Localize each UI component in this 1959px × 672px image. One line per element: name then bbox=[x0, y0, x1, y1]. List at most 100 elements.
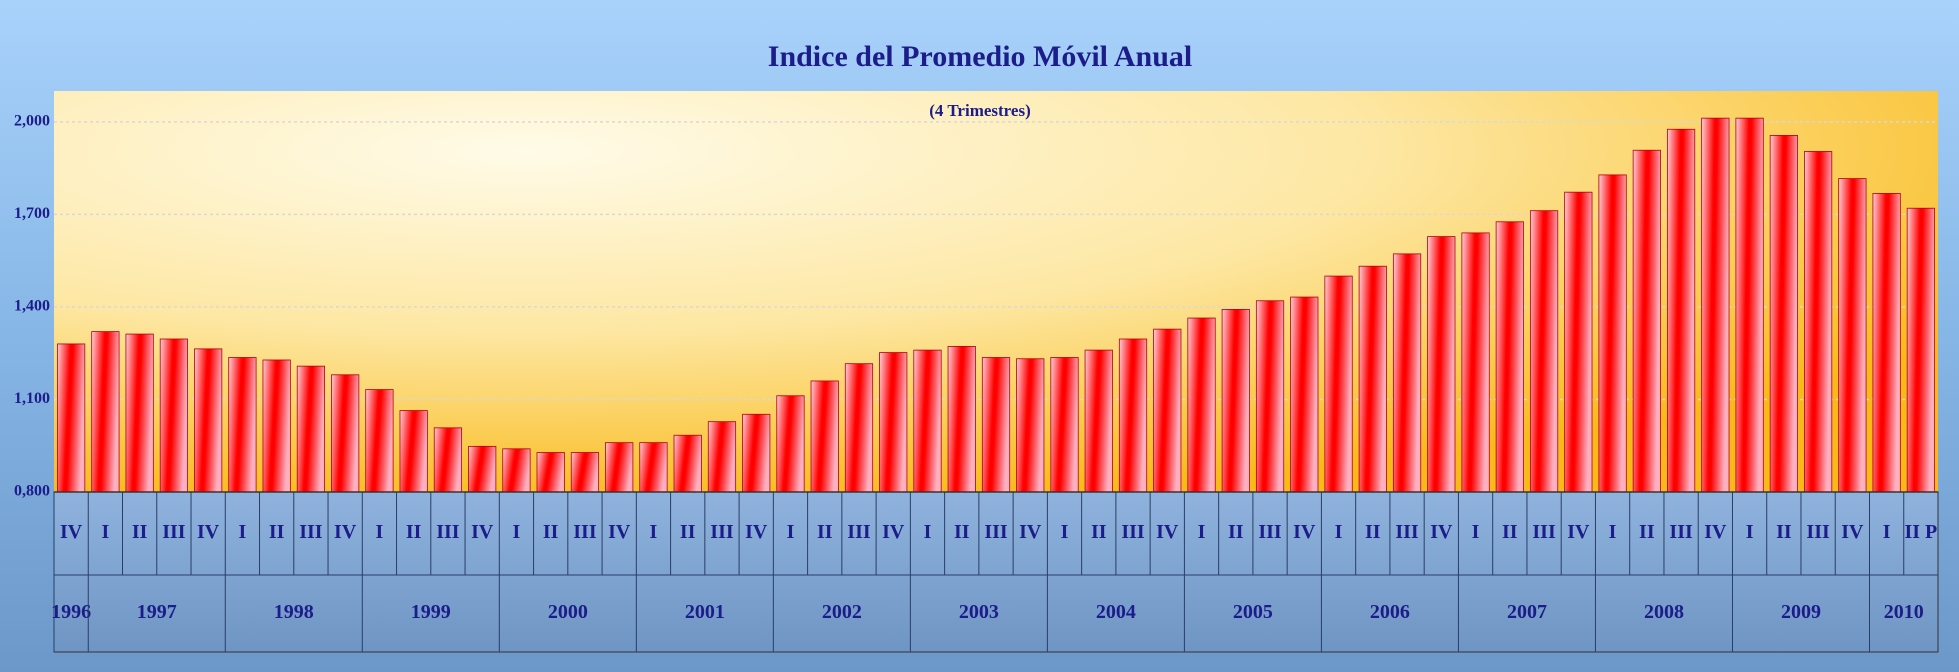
year-label: 2000 bbox=[548, 601, 588, 623]
x-tick-label: III bbox=[436, 521, 460, 543]
x-tick-label: II bbox=[680, 521, 696, 543]
bar bbox=[776, 395, 805, 493]
year-label: 2010 bbox=[1884, 601, 1924, 623]
year-label: 2009 bbox=[1781, 601, 1821, 623]
year-label: 2007 bbox=[1507, 601, 1547, 623]
bar bbox=[536, 452, 565, 493]
bar bbox=[844, 363, 874, 493]
bar bbox=[1632, 149, 1661, 493]
x-tick-label: III bbox=[1669, 521, 1693, 543]
bar bbox=[639, 442, 668, 493]
x-tick-label: I bbox=[239, 521, 247, 543]
x-tick-label: IV bbox=[60, 521, 83, 543]
bar bbox=[399, 410, 428, 493]
bar bbox=[1872, 193, 1901, 493]
bar bbox=[1324, 275, 1353, 493]
x-tick-label: II P bbox=[1904, 521, 1937, 543]
bar bbox=[1153, 328, 1182, 493]
bar bbox=[331, 374, 360, 493]
x-tick-label: II bbox=[1228, 521, 1244, 543]
x-tick-label: III bbox=[984, 521, 1008, 543]
x-tick-label: I bbox=[787, 521, 795, 543]
x-tick-label: II bbox=[269, 521, 285, 543]
x-tick-label: III bbox=[573, 521, 597, 543]
x-tick-label: I bbox=[1609, 521, 1617, 543]
x-tick-label: IV bbox=[1704, 521, 1727, 543]
bar bbox=[433, 427, 463, 493]
x-tick-label: I bbox=[101, 521, 109, 543]
x-tick-label: III bbox=[299, 521, 323, 543]
year-label: 2008 bbox=[1644, 601, 1684, 623]
bar bbox=[91, 331, 120, 493]
x-tick-label: III bbox=[1121, 521, 1145, 543]
chart-title: Indice del Promedio Móvil Anual bbox=[768, 40, 1192, 73]
x-tick-label: I bbox=[1472, 521, 1480, 543]
x-tick-label: II bbox=[817, 521, 833, 543]
chart-subtitle: (4 Trimestres) bbox=[929, 101, 1031, 120]
bar bbox=[228, 357, 257, 493]
y-tick-label: 1,400 bbox=[14, 298, 50, 315]
x-tick-label: I bbox=[1061, 521, 1069, 543]
bar bbox=[1666, 128, 1696, 493]
bar bbox=[1392, 253, 1422, 493]
bar bbox=[947, 346, 976, 493]
bar bbox=[1255, 300, 1285, 493]
x-tick-label: I bbox=[376, 521, 384, 543]
x-tick-label: I bbox=[1198, 521, 1206, 543]
bar bbox=[1290, 296, 1319, 493]
bar bbox=[1221, 308, 1250, 493]
bar bbox=[1529, 210, 1559, 493]
bar bbox=[1461, 232, 1490, 493]
y-tick-label: 2,000 bbox=[14, 113, 50, 130]
x-tick-label: IV bbox=[1019, 521, 1042, 543]
year-label: 2001 bbox=[685, 601, 725, 623]
bar bbox=[1769, 135, 1798, 493]
bar bbox=[194, 348, 223, 493]
year-label: 1997 bbox=[137, 601, 177, 623]
x-tick-label: IV bbox=[745, 521, 768, 543]
year-label: 2002 bbox=[822, 601, 862, 623]
y-tick-label: 0,800 bbox=[14, 483, 50, 500]
x-tick-label: I bbox=[924, 521, 932, 543]
bar bbox=[981, 357, 1011, 493]
x-tick-label: I bbox=[1746, 521, 1754, 543]
bar bbox=[879, 352, 908, 493]
x-tick-label: II bbox=[954, 521, 970, 543]
year-label: 1996 bbox=[51, 601, 91, 623]
x-tick-label: IV bbox=[882, 521, 905, 543]
x-tick-label: IV bbox=[1567, 521, 1590, 543]
x-tick-label: I bbox=[1883, 521, 1891, 543]
bar bbox=[1427, 236, 1456, 493]
bar bbox=[1598, 174, 1627, 493]
bar bbox=[125, 333, 154, 493]
x-tick-label: IV bbox=[1430, 521, 1453, 543]
x-tick-label: III bbox=[162, 521, 186, 543]
x-tick-label: IV bbox=[1156, 521, 1179, 543]
bar bbox=[468, 445, 497, 493]
x-tick-label: IV bbox=[197, 521, 220, 543]
axis-table bbox=[53, 491, 1939, 653]
bar bbox=[1701, 117, 1730, 493]
bar bbox=[1838, 178, 1867, 493]
x-tick-label: II bbox=[1639, 521, 1655, 543]
bar bbox=[570, 452, 600, 493]
x-tick-label: III bbox=[1806, 521, 1830, 543]
bar bbox=[1118, 338, 1148, 493]
x-tick-label: I bbox=[1335, 521, 1343, 543]
x-tick-label: IV bbox=[1841, 521, 1864, 543]
x-tick-label: IV bbox=[608, 521, 631, 543]
bar bbox=[159, 338, 188, 493]
bar bbox=[673, 434, 702, 493]
x-tick-label: II bbox=[132, 521, 148, 543]
bar bbox=[1564, 191, 1593, 493]
x-tick-label: III bbox=[710, 521, 734, 543]
year-label: 2005 bbox=[1233, 601, 1273, 623]
x-tick-label: IV bbox=[1293, 521, 1316, 543]
x-tick-label: II bbox=[406, 521, 422, 543]
x-tick-label: II bbox=[1091, 521, 1107, 543]
bar bbox=[1358, 265, 1387, 493]
x-tick-label: I bbox=[650, 521, 658, 543]
x-tick-label: II bbox=[1776, 521, 1792, 543]
x-tick-label: III bbox=[847, 521, 871, 543]
